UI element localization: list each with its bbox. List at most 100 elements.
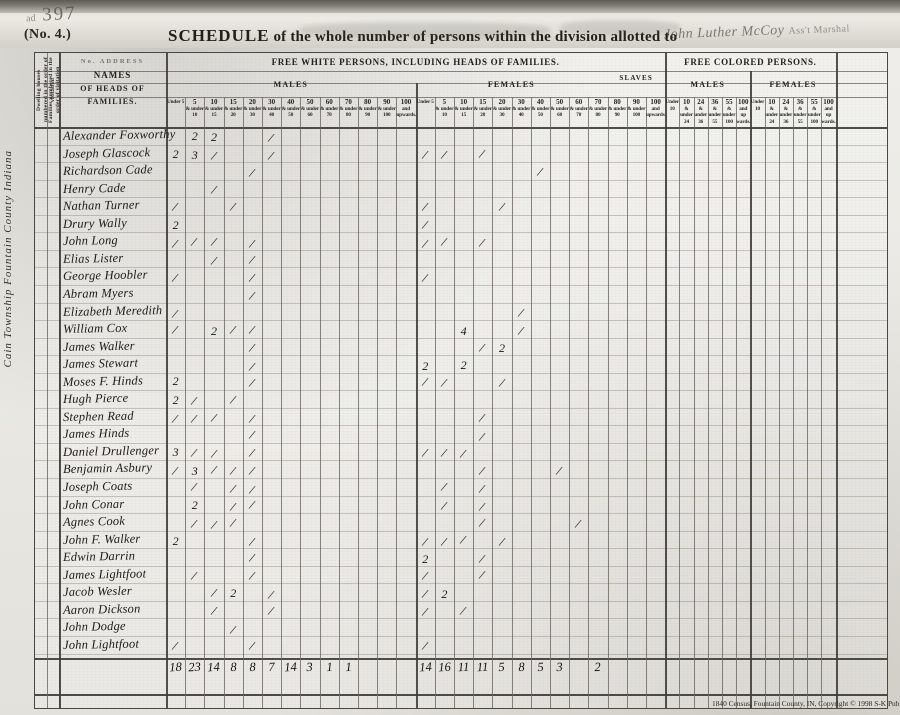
table-vrule: [204, 97, 206, 708]
white-male-column-total: 8: [248, 659, 256, 674]
age-bracket-bottom: and upwards.: [646, 105, 666, 119]
table-vrule: [358, 97, 359, 708]
white-male-tally-count: 3: [191, 463, 198, 478]
white-female-tally-mark: /: [421, 585, 428, 602]
white-female-tally-count: 2: [422, 552, 429, 567]
table-vrule: [262, 97, 263, 708]
white-male-tally-count: 2: [230, 585, 237, 600]
white-male-column-total: 7: [268, 659, 276, 674]
family-head-name: James Walker: [62, 338, 135, 354]
white-male-tally-mark: /: [248, 321, 256, 338]
table-hrule: [35, 83, 887, 84]
header-colored-males-band: MALES: [690, 79, 725, 89]
table-vrule: [807, 97, 809, 708]
white-female-tally-mark: /: [440, 374, 448, 391]
age-bracket-bottom: & under 50: [281, 105, 300, 119]
age-bracket-bottom: and up wards.: [736, 105, 751, 125]
table-row-rule: [35, 513, 887, 515]
family-head-name: Edwin Darrin: [62, 548, 136, 565]
age-bracket-top: 5: [442, 99, 447, 106]
schedule-title-rest: of the whole number of persons within th…: [273, 29, 678, 45]
table-hrule: [35, 127, 887, 129]
white-female-tally-mark: /: [478, 566, 486, 583]
age-bracket-bottom: and up wards.: [821, 105, 836, 125]
white-female-tally-mark: /: [421, 444, 428, 460]
census-form-table: FREE WHITE PERSONS, INCLUDING HEADS OF F…: [34, 52, 888, 709]
white-female-column-total: 2: [594, 659, 602, 674]
table-vrule: [530, 97, 532, 708]
white-male-tally-mark: /: [267, 129, 275, 145]
table-hrule: [35, 694, 887, 696]
table-vrule: [550, 97, 551, 708]
white-female-tally-mark: /: [440, 445, 448, 461]
header-address-label: No. ADDRESS: [80, 58, 145, 65]
white-female-column-total: 5: [498, 659, 506, 674]
white-female-age-cell: 80 & under 90: [608, 99, 627, 126]
white-male-column-total: 1: [344, 659, 352, 674]
family-head-name: Elizabeth Meredith: [62, 302, 163, 319]
family-head-name: John Lightfoot: [62, 636, 140, 652]
white-male-tally-count: 2: [172, 147, 179, 161]
colored-female-age-cell: 55 & under 100: [807, 99, 821, 126]
age-bracket-top: 24: [782, 99, 790, 106]
age-bracket-bottom: & under 70: [320, 105, 339, 119]
white-male-tally-count: 2: [172, 217, 179, 232]
white-male-column-total: 18: [168, 659, 183, 674]
marshal-name: John Luther McCoy: [663, 22, 785, 43]
white-male-age-cell: 50 & under 60: [300, 99, 319, 126]
age-bracket-bottom: & under 60: [300, 105, 320, 119]
table-vrule: [764, 97, 766, 708]
family-head-name: Agnes Cook: [62, 513, 126, 530]
table-vrule: [646, 97, 647, 708]
table-row-rule: [35, 267, 887, 269]
header-family-number-label: Families numbered in the order of visita…: [48, 57, 61, 123]
header-free-white-band: FREE WHITE PERSONS, INCLUDING HEADS OF F…: [271, 57, 560, 67]
age-bracket-bottom: & under 100: [377, 105, 396, 119]
table-row-rule: [35, 337, 887, 339]
age-bracket-top: 10: [210, 99, 218, 106]
table-vrule: [707, 97, 709, 708]
white-male-age-cell: 70 & under 80: [339, 99, 358, 126]
table-vrule: [626, 97, 628, 708]
archive-number-value: 397: [41, 2, 78, 26]
colored-male-age-cell: Under 10: [665, 99, 679, 126]
age-bracket-bottom: & under 15: [454, 105, 473, 119]
white-male-tally-mark: /: [210, 584, 217, 600]
age-bracket-bottom: & under 60: [550, 105, 569, 119]
age-bracket-bottom: & under 24: [765, 105, 779, 125]
age-bracket-top: 10: [768, 99, 776, 106]
white-female-age-cell: 60 & under 70: [569, 99, 588, 126]
white-male-age-cell: 5 & under 10: [185, 99, 204, 126]
family-head-name: James Stewart: [62, 355, 139, 372]
age-bracket-top: 15: [479, 99, 487, 106]
white-male-column-total: 14: [207, 659, 221, 674]
white-female-age-cell: 5 & under 10: [435, 99, 454, 126]
white-female-tally-mark: /: [440, 497, 448, 513]
white-female-age-cell: 30 & under 40: [512, 99, 531, 126]
family-head-name: Daniel Drullenger: [62, 443, 160, 459]
white-male-tally-count: 2: [172, 533, 179, 548]
white-male-tally-mark: /: [229, 321, 236, 337]
white-female-age-cell: Under 5: [416, 99, 435, 126]
age-bracket-top: 30: [268, 99, 276, 106]
white-male-tally-mark: /: [248, 426, 256, 443]
table-row-rule: [35, 565, 887, 567]
table-row-rule: [35, 162, 887, 164]
table-row-rule: [35, 530, 887, 532]
age-bracket-top: 90: [383, 99, 391, 106]
age-bracket-bottom: Under 10: [665, 99, 680, 112]
age-bracket-top: 40: [536, 99, 544, 106]
white-male-tally-mark: /: [229, 462, 236, 478]
white-male-age-cell: 60 & under 70: [320, 99, 339, 126]
age-bracket-top: 100: [650, 99, 661, 106]
age-bracket-bottom: Under 10: [750, 99, 765, 112]
family-head-name: Hugh Pierce: [62, 390, 129, 407]
colored-female-age-cell: 10 & under 24: [765, 99, 779, 126]
table-row-rule: [35, 478, 887, 479]
age-bracket-top: 5: [193, 99, 197, 106]
white-female-tally-mark: /: [478, 339, 486, 355]
family-head-name: John Conar: [62, 496, 125, 512]
white-male-tally-mark: /: [248, 251, 256, 267]
age-bracket-top: 10: [682, 99, 690, 106]
